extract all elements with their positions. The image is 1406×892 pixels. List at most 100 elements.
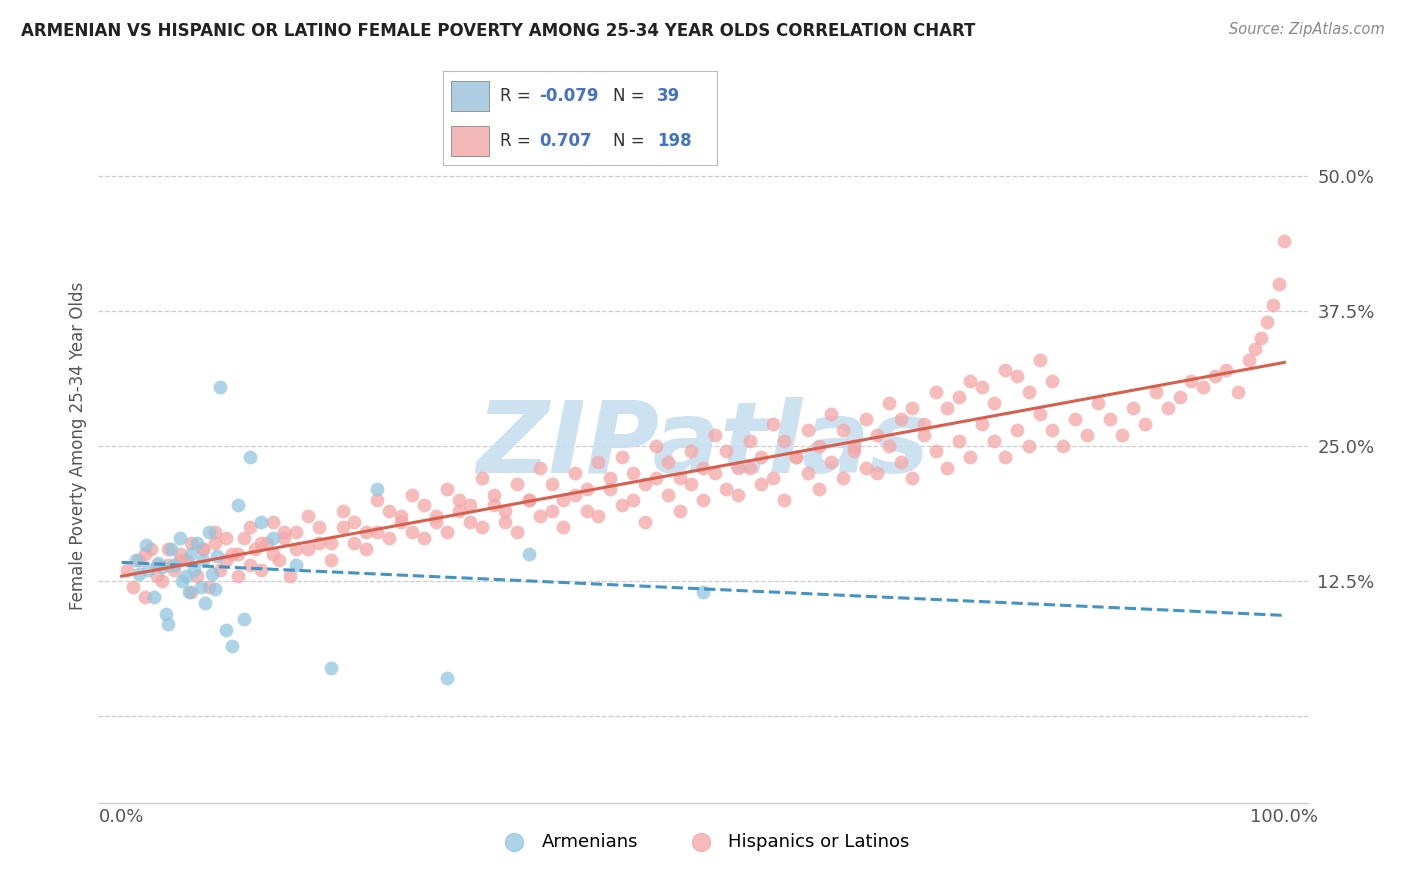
Point xyxy=(262,531,284,545)
Point xyxy=(994,450,1017,464)
Point xyxy=(239,520,262,534)
Point xyxy=(250,536,273,550)
Point xyxy=(204,536,226,550)
Point xyxy=(232,531,254,545)
Point xyxy=(180,585,202,599)
Text: ZIPatlas: ZIPatlas xyxy=(477,398,929,494)
Point xyxy=(634,476,657,491)
Point xyxy=(831,423,853,437)
Text: 39: 39 xyxy=(657,87,681,104)
Point xyxy=(308,520,330,534)
Point xyxy=(163,563,186,577)
Point xyxy=(657,488,679,502)
Point xyxy=(855,412,877,426)
Point xyxy=(1087,396,1109,410)
Point xyxy=(924,444,946,458)
Point xyxy=(221,639,243,653)
Point xyxy=(145,558,167,572)
Point xyxy=(124,552,146,566)
Point xyxy=(128,552,150,566)
Point xyxy=(553,520,575,534)
Point xyxy=(150,560,173,574)
Y-axis label: Female Poverty Among 25-34 Year Olds: Female Poverty Among 25-34 Year Olds xyxy=(69,282,87,610)
Point xyxy=(143,591,166,605)
Point xyxy=(831,471,853,485)
Text: ARMENIAN VS HISPANIC OR LATINO FEMALE POVERTY AMONG 25-34 YEAR OLDS CORRELATION : ARMENIAN VS HISPANIC OR LATINO FEMALE PO… xyxy=(21,22,976,40)
Point xyxy=(354,541,377,556)
Point xyxy=(297,541,319,556)
Point xyxy=(657,455,679,469)
Point xyxy=(588,509,610,524)
Point xyxy=(959,450,981,464)
Point xyxy=(588,455,610,469)
Point xyxy=(529,460,551,475)
Point xyxy=(183,563,205,577)
Point xyxy=(844,444,866,458)
Point xyxy=(634,515,657,529)
Point xyxy=(1005,423,1028,437)
Point xyxy=(366,493,388,508)
Point xyxy=(1239,352,1261,367)
Point xyxy=(1111,428,1133,442)
Point xyxy=(278,568,301,582)
Point xyxy=(599,471,621,485)
Point xyxy=(808,482,831,496)
Point xyxy=(447,504,470,518)
Point xyxy=(517,547,540,561)
Point xyxy=(1168,390,1191,404)
Point xyxy=(366,525,388,540)
Point xyxy=(529,509,551,524)
Point xyxy=(773,493,796,508)
Point xyxy=(1180,374,1202,388)
Point xyxy=(273,531,295,545)
Point xyxy=(155,607,177,621)
Point xyxy=(610,499,633,513)
Point xyxy=(540,504,562,518)
Point xyxy=(436,482,458,496)
Point xyxy=(135,539,157,553)
Point xyxy=(959,374,981,388)
Point xyxy=(599,482,621,496)
Point xyxy=(215,531,238,545)
Point xyxy=(319,552,342,566)
Point xyxy=(1005,368,1028,383)
Point xyxy=(186,568,208,582)
Point xyxy=(122,580,145,594)
Point xyxy=(645,439,668,453)
Point xyxy=(215,552,238,566)
Point xyxy=(413,499,436,513)
Point xyxy=(157,558,180,572)
Point xyxy=(319,536,342,550)
Point xyxy=(1204,368,1226,383)
Point xyxy=(145,568,167,582)
Point xyxy=(378,504,401,518)
Point xyxy=(1029,352,1052,367)
Point xyxy=(157,541,180,556)
Text: R =: R = xyxy=(501,87,537,104)
Point xyxy=(297,509,319,524)
Point xyxy=(332,504,354,518)
Point xyxy=(703,428,725,442)
Point xyxy=(645,471,668,485)
Point xyxy=(866,466,889,480)
Point xyxy=(401,488,423,502)
Point xyxy=(343,515,366,529)
Point xyxy=(1226,384,1249,399)
Point xyxy=(256,536,278,550)
Point xyxy=(1064,412,1087,426)
Point xyxy=(844,439,866,453)
Point xyxy=(319,660,342,674)
Text: N =: N = xyxy=(613,132,650,150)
Point xyxy=(820,455,842,469)
Point xyxy=(201,566,224,581)
Point xyxy=(482,499,505,513)
Point xyxy=(169,531,191,545)
Text: R =: R = xyxy=(501,132,537,150)
Point xyxy=(1018,384,1040,399)
Point xyxy=(994,363,1017,377)
Point xyxy=(209,379,232,393)
Point xyxy=(226,568,249,582)
Point xyxy=(912,428,935,442)
Point xyxy=(157,617,180,632)
Point xyxy=(159,541,181,556)
